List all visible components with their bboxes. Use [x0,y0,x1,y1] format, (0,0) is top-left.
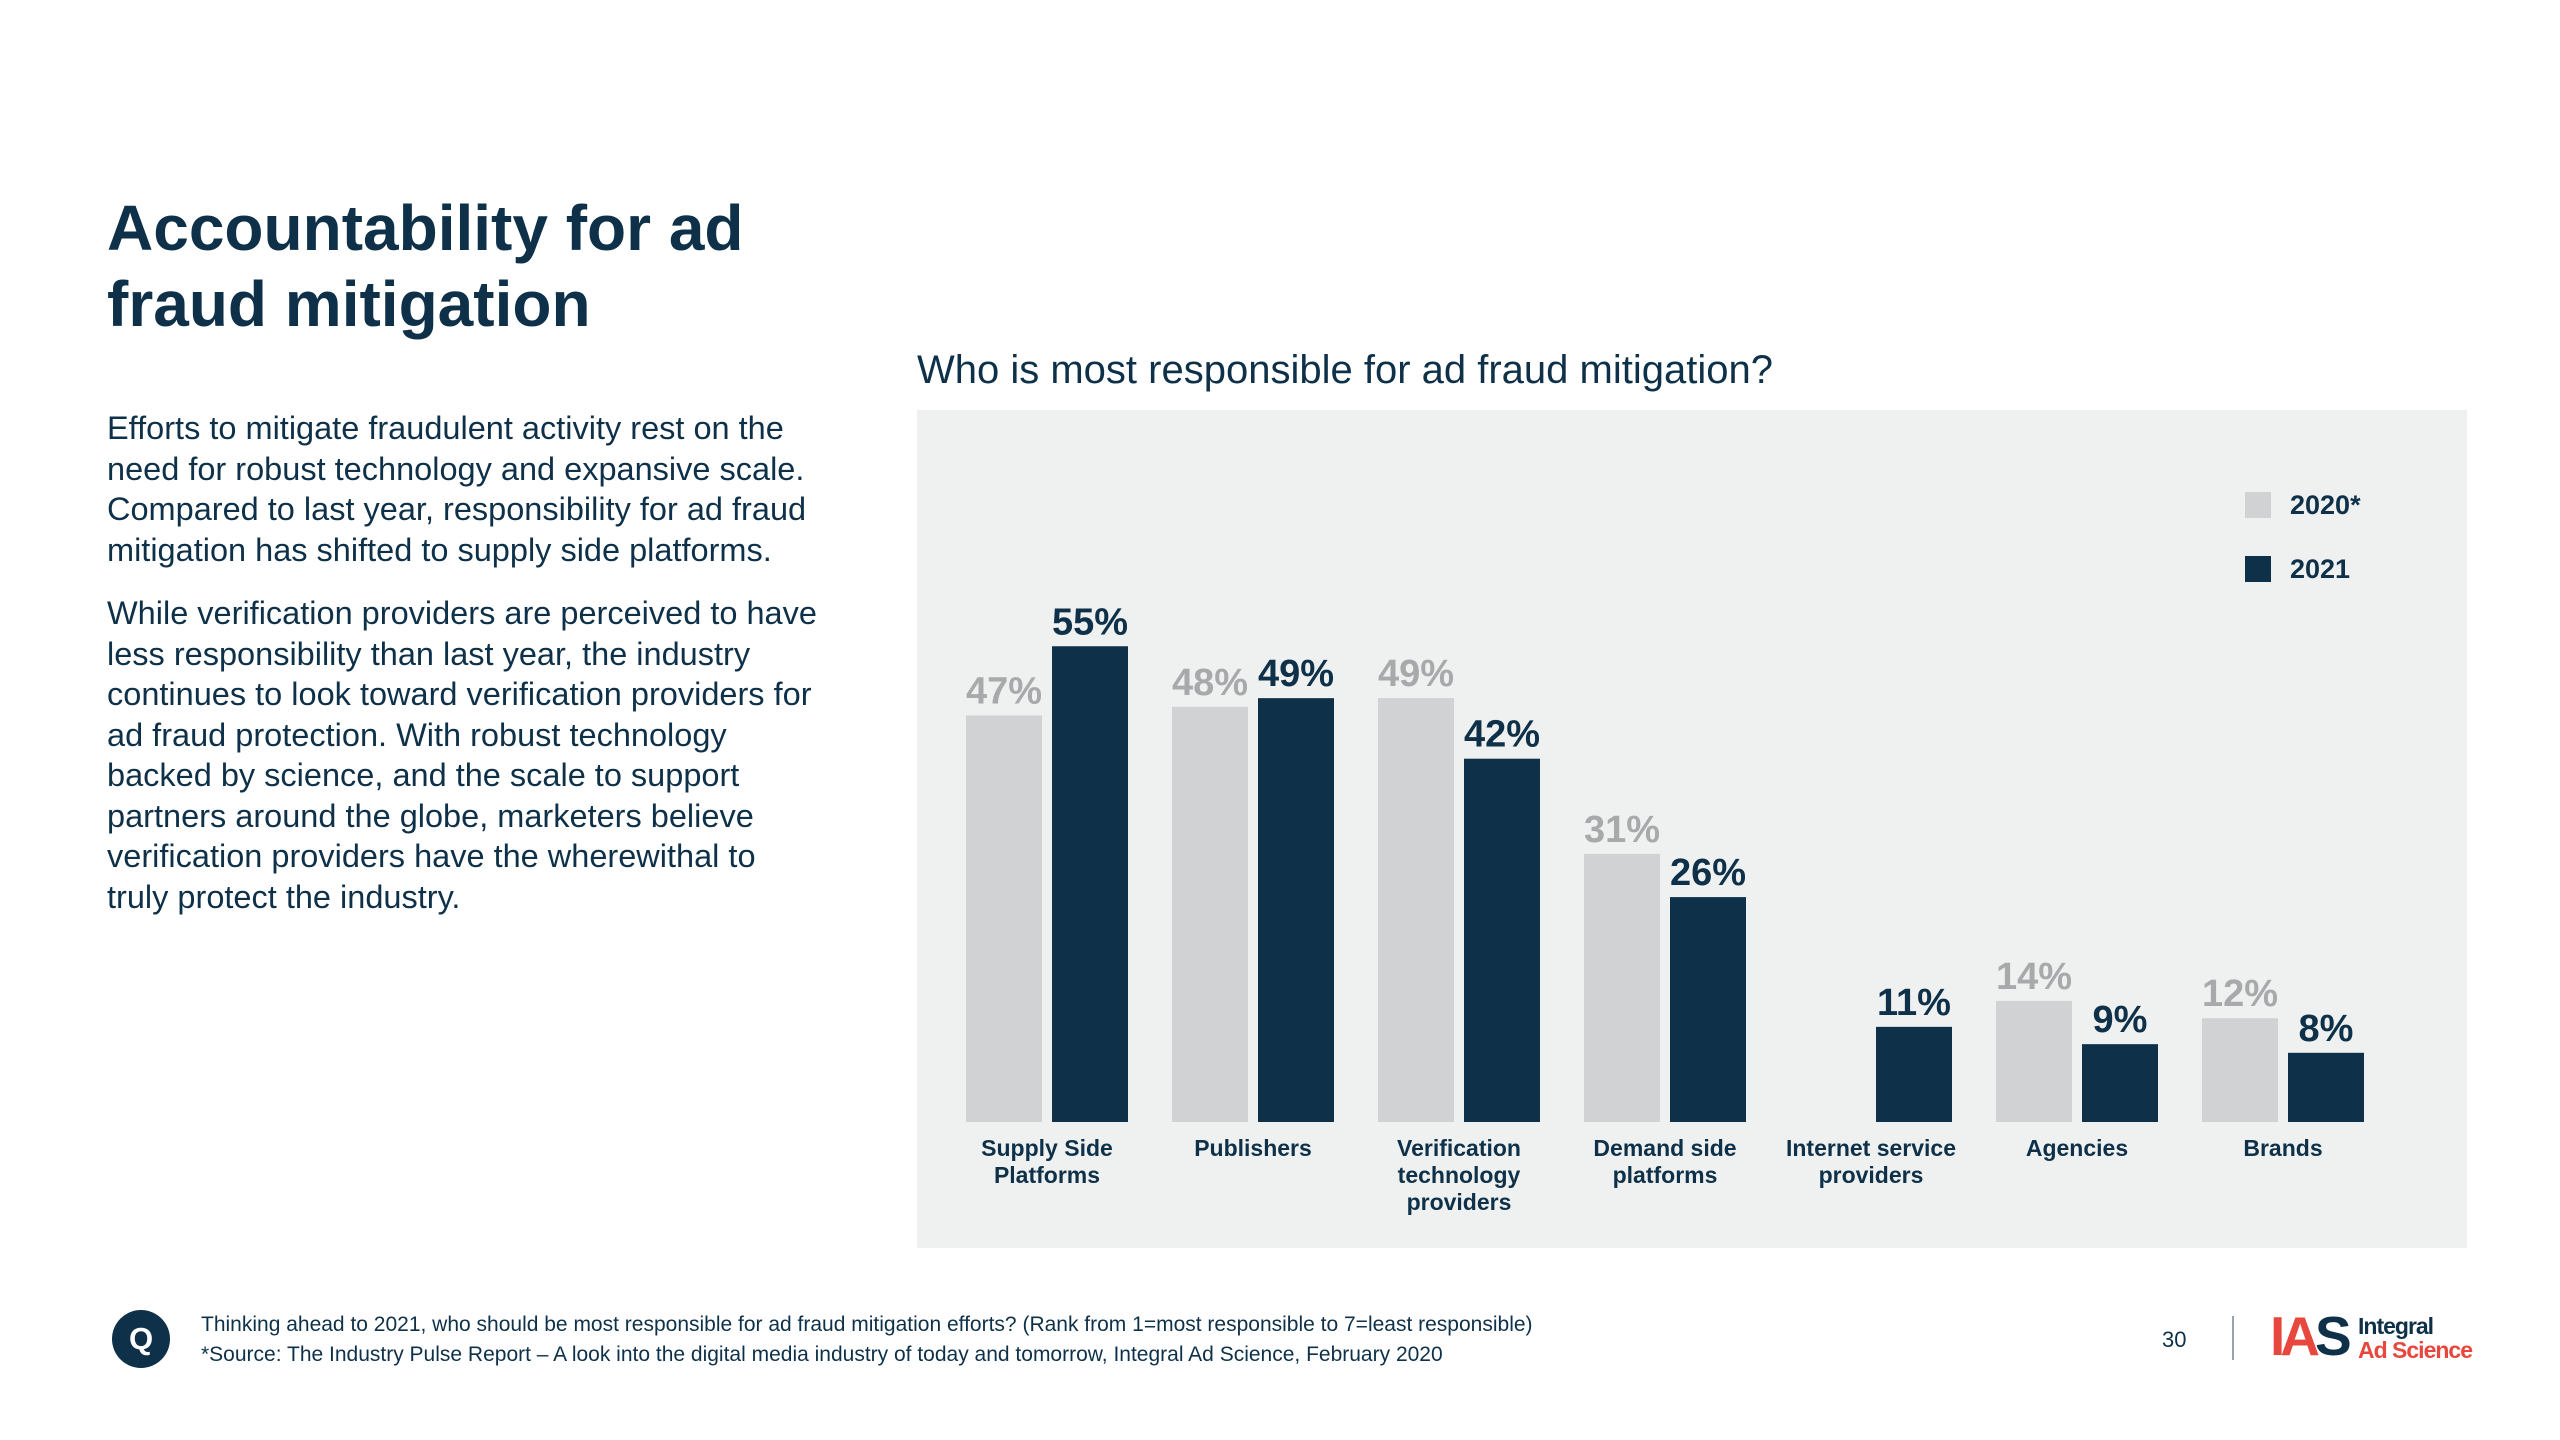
category-label-6: Brands [2243,1135,2322,1161]
data-label-2020-3: 31% [1584,809,1660,851]
category-label-line: Agencies [2026,1135,2128,1161]
category-label-line: technology [1398,1162,1521,1188]
survey-question: Thinking ahead to 2021, who should be mo… [201,1313,1533,1336]
footer-divider [2232,1316,2234,1360]
body-text: Efforts to mitigate fraudulent activity … [107,408,817,940]
bar-2020-2 [1378,698,1454,1122]
category-label-line: Brands [2243,1135,2322,1161]
data-label-2021-2: 42% [1464,714,1540,756]
footnote: Thinking ahead to 2021, who should be mo… [201,1310,1533,1370]
ias-logo: IAS Integral Ad Science [2270,1306,2480,1366]
bar-2021-5 [2082,1044,2158,1122]
logo-mark-part-1: IA [2270,1305,2320,1367]
data-label-2020-2: 49% [1378,653,1454,695]
category-label-line: providers [1407,1189,1512,1215]
category-label-2: Verification technology providers [1397,1135,1521,1215]
bar-2020-6 [2202,1018,2278,1122]
bar-2021-1 [1258,698,1334,1122]
bar-2020-3 [1584,853,1660,1122]
category-label-line: Demand side [1593,1135,1736,1161]
category-label-line: Publishers [1194,1135,1312,1161]
legend-label-2020: 2020* [2290,490,2361,520]
slide-title-line-2: fraud mitigation [107,268,591,340]
logo-text-line-2: Ad Science [2358,1337,2473,1363]
data-label-2021-1: 49% [1258,653,1334,695]
category-label-0: Supply Side Platforms [981,1135,1113,1188]
category-label-line: providers [1819,1162,1924,1188]
bar-2020-1 [1172,706,1248,1122]
category-label-5: Agencies [2026,1135,2128,1161]
data-label-2020-6: 12% [2202,973,2278,1015]
category-label-3: Demand side platforms [1593,1135,1736,1188]
bar-2021-2 [1464,758,1540,1122]
logo-text-line-1: Integral [2358,1313,2434,1339]
source-note: *Source: The Industry Pulse Report – A l… [201,1343,1443,1366]
logo-mark: IAS [2270,1305,2352,1367]
data-label-2021-3: 26% [1670,852,1746,894]
body-paragraph-1: Efforts to mitigate fraudulent activity … [107,410,807,568]
category-label-line: Supply Side [981,1135,1113,1161]
page-number: 30 [2162,1327,2187,1352]
data-label-2020-5: 14% [1996,956,2072,998]
chart-panel: 47% 55% Supply Side Platforms 48% 49% Publishe… [917,410,2467,1248]
bar-2021-6 [2288,1052,2364,1122]
data-label-2021-5: 9% [2093,999,2148,1041]
question-badge: Q [112,1310,170,1368]
category-label-line: platforms [1613,1162,1718,1188]
data-label-2021-6: 8% [2299,1008,2354,1050]
logo-wordmark: Integral Ad Science [2358,1313,2473,1363]
category-label-line: Verification [1397,1135,1521,1161]
body-paragraph-2: While verification providers are perceiv… [107,595,817,915]
legend-swatch-2020 [2245,492,2271,518]
legend-swatch-2021 [2245,556,2271,582]
bar-2021-3 [1670,897,1746,1122]
category-label-4: Internet service providers [1786,1135,1956,1188]
category-label-1: Publishers [1194,1135,1312,1161]
data-label-2021-0: 55% [1052,601,1128,643]
data-label-2021-4: 11% [1877,982,1951,1024]
bar-2021-0 [1052,646,1128,1122]
bar-2020-0 [966,715,1042,1122]
slide-title: Accountability for ad fraud mitigation [107,190,827,342]
bar-2021-4 [1876,1026,1952,1122]
logo-mark-part-2: S [2315,1305,2352,1367]
category-label-line: Platforms [994,1162,1100,1188]
data-label-2020-1: 48% [1172,662,1248,704]
chart-title: Who is most responsible for ad fraud mit… [917,348,1773,392]
data-label-2020-0: 47% [966,670,1042,712]
slide-title-line-1: Accountability for ad [107,192,744,264]
category-label-line: Internet service [1786,1135,1956,1161]
bar-2020-5 [1996,1000,2072,1122]
legend-label-2021: 2021 [2290,554,2351,584]
